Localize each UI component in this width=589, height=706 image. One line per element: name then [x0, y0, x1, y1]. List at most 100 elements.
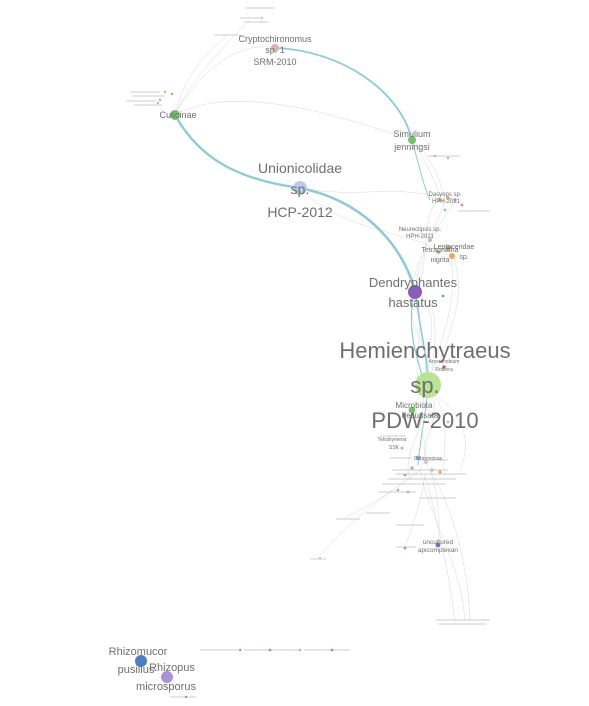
- edge: [429, 469, 471, 623]
- node: [158, 98, 162, 102]
- label-unionicolidae-code: HCP-2012: [267, 204, 333, 220]
- edge: [411, 199, 456, 289]
- node: [163, 90, 167, 94]
- node: [453, 198, 457, 202]
- edge: [427, 387, 466, 471]
- node: [449, 253, 455, 259]
- node-simulium[interactable]: [408, 136, 416, 144]
- label-rotifera: Rotifera: [435, 367, 453, 373]
- highlighted-edges: [173, 47, 431, 466]
- edge: [174, 101, 411, 141]
- label-rhizomucor-pusillus: pusillus: [118, 664, 155, 676]
- node: [170, 92, 174, 96]
- label-tetragnatha: Tetragnatha: [422, 247, 459, 254]
- label-rhizomucor: Rhizomucor: [109, 646, 168, 658]
- edge: [416, 384, 426, 471]
- node: [445, 245, 451, 251]
- label-unionicolidae: Unionicolidae: [258, 160, 342, 176]
- label-tetragnatha-nigrita: nigrita: [430, 257, 449, 264]
- label-cryptochironomus-code: SRM-2010: [253, 57, 296, 67]
- label-ochromonas: Ochromonas: [414, 456, 443, 462]
- edge: [414, 141, 446, 201]
- edge: [344, 469, 421, 519]
- edge: [429, 469, 440, 546]
- edge-culicinae-unionicolidae: [173, 113, 302, 190]
- node: [443, 208, 447, 212]
- edge: [174, 19, 251, 116]
- edge: [414, 199, 446, 291]
- node: [436, 250, 440, 254]
- tiny-labels: [126, 7, 490, 698]
- label-tetrahymena: Tetrahymena: [378, 437, 407, 443]
- label-leptoceridae-sp: sp.: [459, 254, 468, 261]
- edge: [429, 254, 453, 381]
- node-dendryphantes[interactable]: [408, 285, 422, 299]
- edge: [424, 474, 456, 623]
- label-hemienchytraeus-code: PDW-2010: [371, 408, 478, 433]
- label-arceuthobium: Arceuthobium: [429, 359, 460, 365]
- major-nodes: [135, 44, 441, 683]
- label-simulium: Simulium: [393, 129, 430, 139]
- node: [441, 294, 445, 298]
- edge-unionicolidae-dendryphantes: [298, 186, 417, 292]
- node: [460, 203, 464, 207]
- label-microbiota-decussata: decussata: [402, 411, 439, 420]
- node-labels: Hemienchytraeus sp. PDW-2010 Unionicolid…: [109, 34, 511, 693]
- node: [400, 446, 404, 450]
- minor-nodes: [156, 17, 464, 699]
- node-rhizomucor[interactable]: [135, 655, 147, 667]
- node: [238, 34, 242, 38]
- edge-simulium-cluster: [411, 139, 431, 201]
- node: [408, 406, 416, 414]
- edge: [299, 187, 446, 206]
- edge: [319, 469, 421, 556]
- node: [396, 488, 400, 492]
- label-dendryphantes-hastatus: hastatus: [388, 295, 438, 310]
- node: [156, 101, 160, 105]
- node: [446, 420, 450, 424]
- label-dendryphantes: Dendryphantes: [369, 275, 458, 290]
- label-uncultured: uncultured: [423, 539, 454, 546]
- edge: [299, 187, 441, 251]
- node-hemienchytraeus[interactable]: [415, 372, 441, 398]
- node: [446, 156, 450, 160]
- label-rhizopus-microsporus: microsporus: [136, 681, 196, 693]
- node: [424, 460, 428, 464]
- label-leptoceridae: Leptoceridae: [434, 244, 475, 251]
- node-cryptochironomus[interactable]: [271, 44, 279, 52]
- label-hemienchytraeus-sp: sp.: [410, 373, 439, 398]
- edge: [174, 46, 276, 116]
- edge-bundle: [174, 19, 471, 623]
- edge: [404, 474, 426, 549]
- label-rhizopus: Rhizopus: [149, 662, 195, 674]
- node-rhizopus[interactable]: [161, 671, 173, 683]
- node: [410, 466, 414, 470]
- node: [446, 196, 450, 200]
- edge: [419, 469, 466, 621]
- label-neureclipsis: Neureclipsis sp.: [399, 227, 442, 233]
- label-dasyops-code: HPH-2021: [432, 199, 461, 205]
- node: [442, 365, 446, 369]
- label-ssk: SSK: [389, 445, 400, 451]
- node: [438, 470, 442, 474]
- label-cryptochironomus-sp: sp. 1: [265, 45, 285, 55]
- label-dasyops: Dasyops sp.: [428, 192, 461, 198]
- label-cryptochironomus: Cryptochironomus: [238, 34, 312, 44]
- label-hemienchytraeus: Hemienchytraeus: [339, 338, 510, 363]
- node: [435, 542, 441, 548]
- edge-cryptochironomus-simulium: [274, 47, 413, 141]
- edge: [417, 194, 441, 293]
- label-simulium-jenningsi: jenningsi: [393, 142, 430, 152]
- node: [438, 198, 442, 202]
- node: [319, 557, 321, 559]
- label-microbiota: Microbiota: [396, 401, 433, 410]
- edge: [174, 34, 229, 116]
- node: [428, 238, 432, 242]
- label-uncultured-apicomplexan: apicomplexan: [418, 547, 458, 554]
- label-culicinae: Culicinae: [159, 110, 196, 120]
- node-unionicolidae[interactable]: [293, 181, 307, 195]
- node-culicinae[interactable]: [170, 110, 180, 120]
- edge: [407, 389, 424, 481]
- node: [415, 455, 421, 461]
